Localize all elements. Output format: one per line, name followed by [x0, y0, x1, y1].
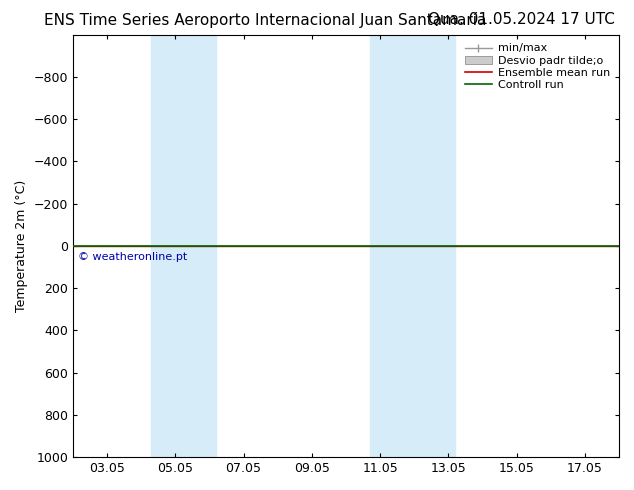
- Bar: [152, 35, 216, 457]
- Bar: [370, 35, 455, 457]
- Text: © weatheronline.pt: © weatheronline.pt: [78, 252, 187, 262]
- Text: ENS Time Series Aeroporto Internacional Juan Santamaría: ENS Time Series Aeroporto Internacional …: [44, 12, 487, 28]
- Text: Qua. 01.05.2024 17 UTC: Qua. 01.05.2024 17 UTC: [428, 12, 615, 27]
- Legend: min/max, Desvio padr tilde;o, Ensemble mean run, Controll run: min/max, Desvio padr tilde;o, Ensemble m…: [461, 40, 614, 94]
- Y-axis label: Temperature 2m (°C): Temperature 2m (°C): [15, 180, 28, 312]
